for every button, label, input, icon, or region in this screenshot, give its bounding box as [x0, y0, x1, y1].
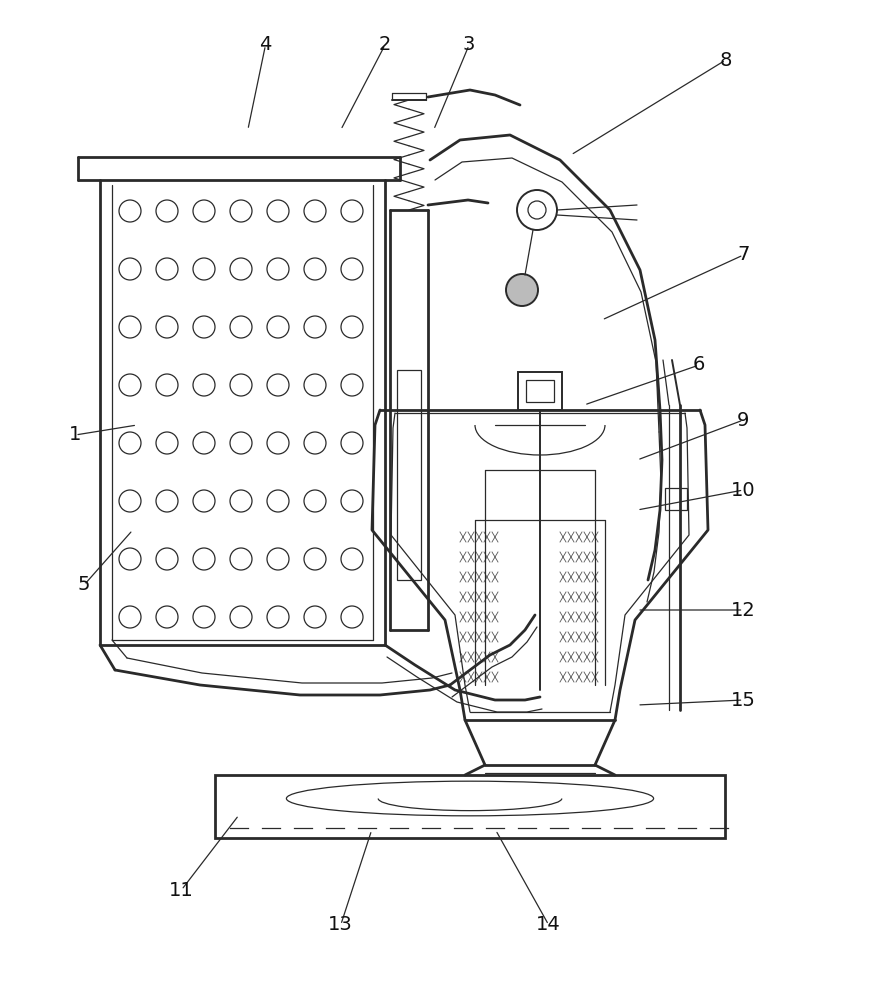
Text: 1: 1: [69, 426, 81, 444]
Bar: [518, 372, 562, 410]
Circle shape: [506, 274, 538, 306]
Bar: [397, 370, 421, 580]
Text: 10: 10: [731, 481, 756, 499]
Text: 4: 4: [259, 35, 272, 54]
Text: 3: 3: [463, 35, 475, 54]
Text: 2: 2: [379, 35, 391, 54]
Text: 5: 5: [78, 576, 90, 594]
Bar: [526, 380, 554, 402]
Text: 15: 15: [731, 690, 756, 710]
Bar: [215, 775, 725, 838]
Bar: [665, 488, 687, 510]
Text: 8: 8: [720, 50, 732, 70]
Text: 12: 12: [731, 600, 756, 619]
Text: 11: 11: [169, 880, 194, 900]
Text: 14: 14: [536, 916, 561, 934]
Text: 13: 13: [328, 916, 353, 934]
Text: 7: 7: [737, 245, 750, 264]
Text: 9: 9: [737, 410, 750, 430]
Text: 6: 6: [693, 356, 705, 374]
